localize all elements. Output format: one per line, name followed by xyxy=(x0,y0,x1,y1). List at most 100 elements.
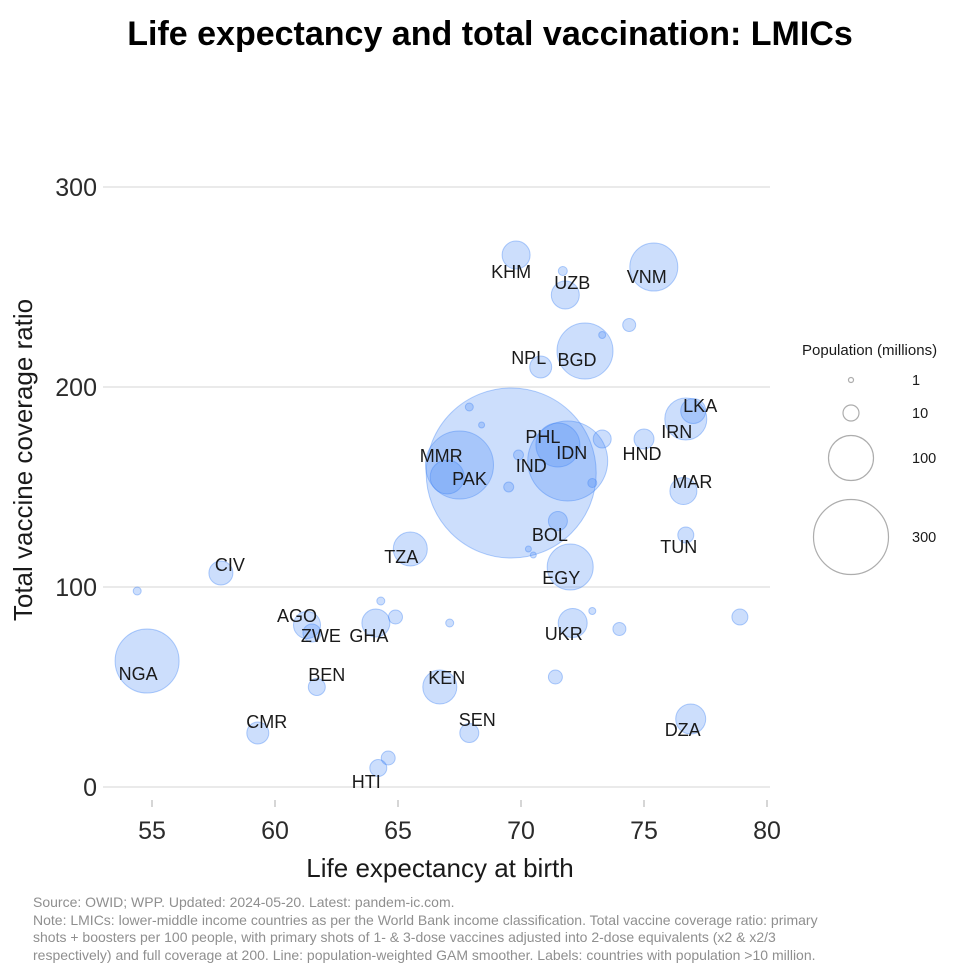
country-label-EGY: EGY xyxy=(542,568,580,588)
legend-circle-100 xyxy=(827,434,875,482)
bubble-UKR xyxy=(557,608,588,638)
bubble-unlabeled xyxy=(598,331,607,339)
country-label-KHM: KHM xyxy=(491,262,531,282)
footer-note-line-1: Note: LMICs: lower-middle income countri… xyxy=(33,912,818,928)
country-label-NPL: NPL xyxy=(511,348,546,368)
bubble-MMR xyxy=(429,459,465,495)
bubble-unlabeled xyxy=(612,622,627,636)
footer-source-line: Source: OWID; WPP. Updated: 2024-05-20. … xyxy=(33,894,455,910)
x-axis-title: Life expectancy at birth xyxy=(306,853,573,883)
bubble-unlabeled xyxy=(529,551,537,559)
legend-label-1: 1 xyxy=(912,373,920,389)
bubble-TUN xyxy=(677,526,695,544)
bubble-unlabeled xyxy=(622,318,637,332)
country-label-IDN: IDN xyxy=(556,443,587,463)
country-label-NGA: NGA xyxy=(119,664,158,684)
bubble-HND xyxy=(633,428,655,450)
bubble-unlabeled xyxy=(731,608,749,626)
bubble-GHA xyxy=(361,608,391,638)
bubble-unlabeled xyxy=(376,596,386,606)
country-label-CMR: CMR xyxy=(246,712,287,732)
x-tick-label-70: 70 xyxy=(507,817,535,845)
x-tick-label-60: 60 xyxy=(261,817,289,845)
bubble-unlabeled xyxy=(388,609,403,625)
y-tick-label-100: 100 xyxy=(55,574,97,602)
bubble-BOL xyxy=(547,511,568,531)
country-label-BGD: BGD xyxy=(557,350,596,370)
footer-note: Source: OWID; WPP. Updated: 2024-05-20. … xyxy=(33,894,818,963)
bubble-unlabeled xyxy=(503,481,515,493)
bubble-PAK xyxy=(425,430,494,500)
bubble-NGA xyxy=(114,628,180,694)
bubble-CIV xyxy=(208,560,234,586)
bubble-TZA xyxy=(392,531,428,567)
bubble-KHM xyxy=(501,240,531,270)
legend-circle-1 xyxy=(847,376,855,384)
bubble-KEN xyxy=(422,669,458,705)
bubble-NPL xyxy=(529,355,553,379)
x-axis-ticks xyxy=(151,800,768,807)
bubble-AGO xyxy=(293,611,321,639)
country-label-BOL: BOL xyxy=(532,525,568,545)
footer-note-line-2: shots + boosters per 100 people, with pr… xyxy=(33,929,776,945)
country-label-MMR: MMR xyxy=(420,446,463,466)
legend-title: Population (millions) xyxy=(802,342,937,359)
bubble-SEN xyxy=(459,723,480,743)
country-label-VNM: VNM xyxy=(627,267,667,287)
bubble-BEN xyxy=(307,678,326,696)
bubble-VNM xyxy=(629,242,679,292)
country-label-LKA: LKA xyxy=(683,396,717,416)
bubble-unlabeled xyxy=(524,545,532,553)
bubble-unlabeled xyxy=(588,607,597,615)
bubble-unlabeled xyxy=(445,618,455,628)
bubble-unlabeled xyxy=(478,421,486,429)
bubble-unlabeled xyxy=(380,750,396,766)
country-label-DZA: DZA xyxy=(665,720,701,740)
bubble-unlabeled xyxy=(513,449,524,461)
bubble-EGY xyxy=(546,543,594,591)
legend-label-100: 100 xyxy=(912,451,936,467)
legend-label-10: 10 xyxy=(912,406,928,422)
y-tick-label-300: 300 xyxy=(55,174,97,202)
y-tick-label-200: 200 xyxy=(55,374,97,402)
country-label-KEN: KEN xyxy=(428,668,465,688)
bubble-unlabeled xyxy=(592,429,612,449)
country-label-SEN: SEN xyxy=(459,710,496,730)
country-label-PHL: PHL xyxy=(525,427,560,447)
bubble-IRN xyxy=(664,397,708,441)
bubble-unlabeled xyxy=(132,586,142,596)
country-label-UZB: UZB xyxy=(554,273,590,293)
x-tick-label-65: 65 xyxy=(384,817,412,845)
bubble-MAR xyxy=(669,477,698,505)
gridlines xyxy=(103,186,770,788)
country-label-TUN: TUN xyxy=(660,537,697,557)
x-tick-label-75: 75 xyxy=(630,817,658,845)
legend-label-300: 300 xyxy=(912,530,936,546)
country-label-PAK: PAK xyxy=(452,469,487,489)
bubble-unlabeled xyxy=(547,669,563,685)
country-label-HND: HND xyxy=(623,444,662,464)
bubble-ZWE xyxy=(302,623,322,643)
bubble-IND xyxy=(425,387,597,559)
bubble-HTI xyxy=(369,759,388,777)
bubble-unlabeled xyxy=(587,478,598,488)
bubble-UZB xyxy=(550,280,580,310)
bubble-IDN xyxy=(527,420,609,502)
chart-title: Life expectancy and total vaccination: L… xyxy=(127,15,853,53)
country-label-HTI: HTI xyxy=(352,772,381,792)
y-tick-label-0: 0 xyxy=(83,774,97,802)
country-label-TZA: TZA xyxy=(384,547,418,567)
country-label-AGO: AGO xyxy=(277,606,317,626)
bubble-BGD xyxy=(556,322,614,380)
country-label-ZWE: ZWE xyxy=(301,626,341,646)
country-label-CIV: CIV xyxy=(215,555,245,575)
country-label-GHA: GHA xyxy=(349,626,388,646)
footer-note-line-3: respectively) and full coverage at 200. … xyxy=(33,947,816,963)
country-label-IRN: IRN xyxy=(661,422,692,442)
bubble-unlabeled xyxy=(464,402,474,412)
bubbles-layer xyxy=(114,240,749,777)
legend-circle-300 xyxy=(812,498,890,576)
